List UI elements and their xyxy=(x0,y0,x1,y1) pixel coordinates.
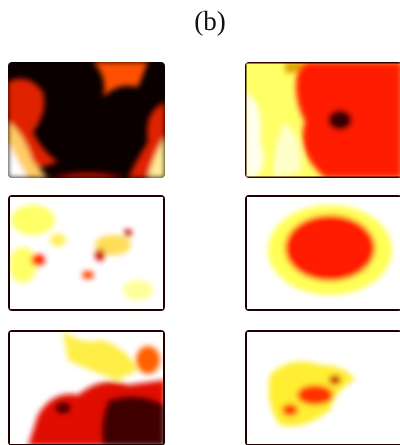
heatmap xyxy=(245,195,400,311)
heatmap xyxy=(8,330,165,445)
heatmap xyxy=(8,195,165,311)
heatmap xyxy=(245,330,400,445)
page: (b) xyxy=(0,0,400,445)
heatmap xyxy=(245,62,400,178)
heatmap xyxy=(8,62,165,178)
heatmap-grid xyxy=(0,0,400,445)
